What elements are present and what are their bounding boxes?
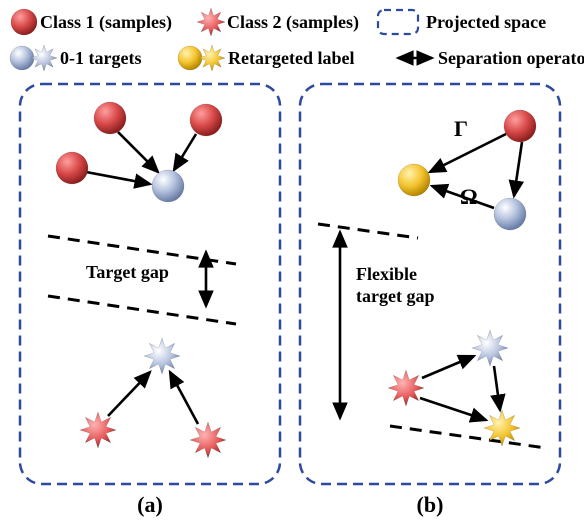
- legend-item-class1: Class 1 (samples): [40, 12, 172, 33]
- a-c2-arrow-1: [170, 372, 198, 424]
- a-class1-sphere-1: [94, 102, 126, 134]
- legend-item-projspace: Projected space: [378, 10, 546, 34]
- b-retarget-star: [484, 410, 520, 446]
- legend-label-sepop: Separation operator: [438, 48, 584, 68]
- legend-label-targets01: 0-1 targets: [60, 48, 141, 68]
- projected-space-icon: [378, 10, 418, 34]
- b-retarget-sphere: [398, 164, 430, 196]
- a-class2-star-0: [80, 412, 116, 448]
- b-gap-label-1: target gap: [356, 286, 434, 306]
- class1-sphere-icon: [11, 9, 37, 35]
- a-c1-arrow-1: [118, 132, 158, 172]
- a-class1-sphere-0: [56, 152, 88, 184]
- panel-b-dashline-0: [318, 224, 418, 238]
- target01-star-icon: [31, 45, 57, 71]
- legend-label-class1: Class 1 (samples): [40, 12, 172, 33]
- panel-a-dashline-0: [48, 236, 236, 264]
- b-target01-sphere: [494, 198, 526, 230]
- panel-b-label: (b): [417, 492, 444, 517]
- b-greek-0: Γ: [454, 116, 468, 141]
- b-bot-arrow-2: [494, 366, 500, 410]
- b-target01-star: [472, 330, 508, 366]
- b-top-arrow-0: [430, 134, 506, 172]
- a-class2-star-1: [190, 422, 226, 458]
- a-target01-star: [144, 338, 180, 374]
- legend-item-targets01: 0-1 targets: [60, 48, 141, 68]
- legend-label-projspace: Projected space: [426, 12, 546, 32]
- b-top-arrow-1: [514, 142, 522, 196]
- b-gap-label-0: Flexible: [356, 264, 417, 284]
- b-bot-arrow-1: [420, 398, 486, 420]
- a-c1-arrow-0: [86, 172, 150, 184]
- b-class2-star-0: [388, 370, 424, 406]
- legend-label-retarget: Retargeted label: [228, 48, 354, 68]
- panel-b-dashline-1: [390, 426, 546, 448]
- a-c1-arrow-2: [174, 134, 196, 170]
- a-c2-arrow-0: [108, 372, 150, 416]
- b-greek-1: Ω: [460, 184, 478, 209]
- panel-a-dashline-1: [48, 296, 236, 324]
- b-bot-arrow-0: [422, 356, 474, 378]
- b-class1-sphere-0: [504, 110, 536, 142]
- class2-star-icon: [197, 8, 225, 36]
- legend-item-retarget: Retargeted label: [228, 48, 354, 68]
- panel-a-frame: [20, 84, 280, 484]
- panel-a-label: (a): [137, 492, 163, 517]
- legend: Class 1 (samples) Class 2 (samples) Projec…: [40, 10, 584, 68]
- legend-label-class2: Class 2 (samples): [227, 12, 359, 33]
- retarget-star-icon: [199, 45, 225, 71]
- a-target01-sphere: [152, 170, 184, 202]
- legend-item-sepop: Separation operator: [438, 48, 584, 68]
- a-class1-sphere-2: [190, 104, 222, 136]
- a-gap-label: Target gap: [86, 262, 169, 282]
- legend-item-class2: Class 2 (samples): [227, 12, 359, 33]
